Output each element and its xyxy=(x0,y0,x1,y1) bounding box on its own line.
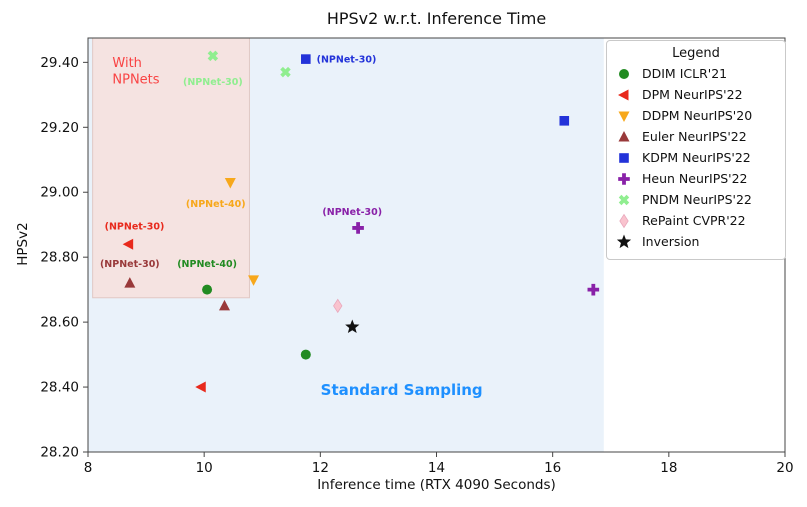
annotation: (NPNet-40) xyxy=(177,259,237,270)
y-tick-label: 29.40 xyxy=(40,55,79,71)
legend-marker-icon xyxy=(616,234,632,248)
x-tick-label: 18 xyxy=(660,460,677,476)
legend-marker-icon xyxy=(619,68,629,79)
with-npnets-region xyxy=(92,37,250,299)
x-tick-label: 12 xyxy=(312,460,329,476)
legend-item: Heun NeurIPS'22 xyxy=(615,168,777,189)
y-tick-label: 28.80 xyxy=(40,250,79,266)
y-axis-label: HPSv2 xyxy=(15,222,31,266)
point-dpm xyxy=(122,238,134,250)
x-tick-label: 8 xyxy=(84,460,93,476)
y-tick-label: 29.00 xyxy=(40,185,79,201)
x-tick-label: 10 xyxy=(196,460,213,476)
legend-item: PNDM NeurIPS'22 xyxy=(615,189,777,210)
legend-label: DDPM NeurIPS'20 xyxy=(642,108,753,123)
annotation: (NPNet-30) xyxy=(100,259,160,270)
legend-item: DDPM NeurIPS'20 xyxy=(615,105,777,126)
annotation: (NPNet-30) xyxy=(322,207,382,218)
point-dpm xyxy=(195,381,206,393)
chart-title: HPSv2 w.r.t. Inference Time xyxy=(326,9,547,28)
annotation: With NPNets xyxy=(112,56,159,87)
legend-marker-icon xyxy=(619,152,629,163)
legend-item: Euler NeurIPS'22 xyxy=(615,126,777,147)
point-euler xyxy=(218,299,230,311)
legend-label: DPM NeurIPS'22 xyxy=(642,87,743,102)
point-ddpm xyxy=(248,275,260,286)
legend-item: DDIM ICLR'21 xyxy=(615,63,777,84)
annotation: (NPNet-30) xyxy=(183,77,243,88)
y-tick-label: 28.20 xyxy=(40,445,79,461)
annotation: (NPNet-40) xyxy=(186,199,246,210)
annotation: (NPNet-30) xyxy=(317,54,377,65)
x-axis-label: Inference time (RTX 4090 Seconds) xyxy=(317,477,556,493)
legend-marker-icon xyxy=(618,194,630,205)
legend-label: Euler NeurIPS'22 xyxy=(642,129,747,144)
point-pndm xyxy=(280,66,291,78)
x-tick-label: 16 xyxy=(544,460,561,476)
point-heun xyxy=(587,283,600,296)
point-repaint xyxy=(333,298,343,314)
legend-marker-icon xyxy=(619,213,629,228)
x-tick-label: 20 xyxy=(776,460,793,476)
point-ddim xyxy=(300,349,311,360)
y-tick-label: 28.40 xyxy=(40,380,79,396)
legend-label: RePaint CVPR'22 xyxy=(642,213,746,228)
legend-marker-icon xyxy=(618,172,630,185)
legend-label: Inversion xyxy=(642,234,700,249)
point-euler xyxy=(124,277,136,288)
point-kdpm xyxy=(559,116,570,126)
legend-label: DDIM ICLR'21 xyxy=(642,66,728,81)
point-heun xyxy=(352,222,364,234)
legend-label: PNDM NeurIPS'22 xyxy=(642,192,752,207)
y-tick-label: 28.60 xyxy=(40,315,79,331)
y-tick-label: 29.20 xyxy=(40,120,79,136)
legend-item: RePaint CVPR'22 xyxy=(615,210,777,231)
legend-marker-icon xyxy=(618,89,629,100)
legend-item: Inversion xyxy=(615,231,777,252)
point-pndm xyxy=(207,50,219,62)
point-ddim xyxy=(202,284,213,295)
legend-item: DPM NeurIPS'22 xyxy=(615,84,777,105)
legend-label: Heun NeurIPS'22 xyxy=(642,171,748,186)
point-kdpm xyxy=(301,54,311,64)
annotation: Standard Sampling xyxy=(321,381,483,399)
annotation: (NPNet-30) xyxy=(105,222,165,233)
legend: Legend DDIM ICLR'21 DPM NeurIPS'22 DDPM Ne… xyxy=(606,40,786,260)
x-tick-label: 14 xyxy=(428,460,445,476)
point-ddpm xyxy=(224,177,236,189)
legend-marker-icon xyxy=(618,111,630,122)
legend-item: KDPM NeurIPS'22 xyxy=(615,147,777,168)
legend-title: Legend xyxy=(672,46,720,61)
legend-marker-icon xyxy=(618,130,630,141)
point-inversion xyxy=(345,319,360,334)
legend-label: KDPM NeurIPS'22 xyxy=(642,150,751,165)
